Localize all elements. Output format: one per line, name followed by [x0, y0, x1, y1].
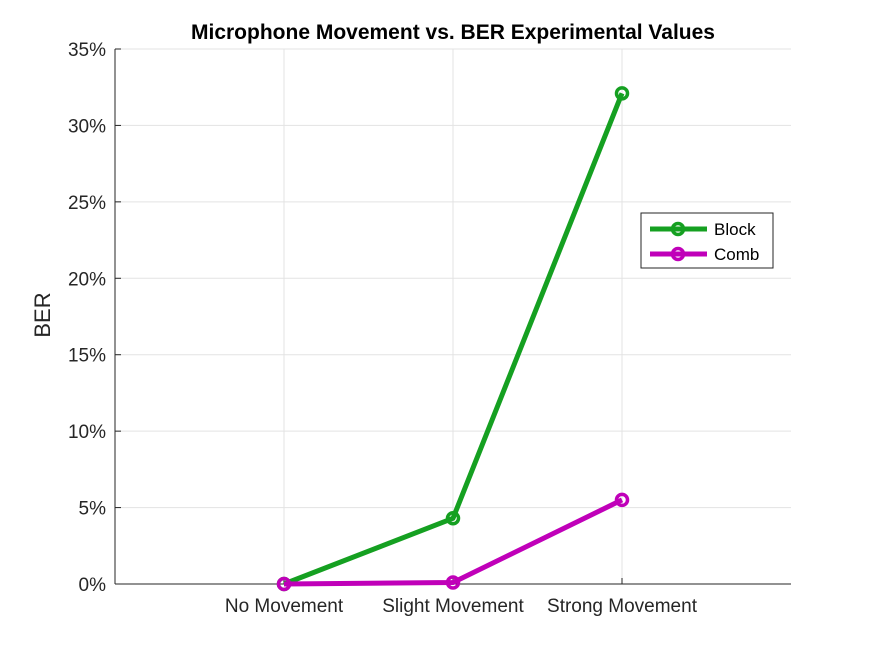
data-point-block: [445, 511, 461, 526]
x-tick-label: Slight Movement: [382, 596, 524, 617]
legend-marker-comb: [670, 246, 686, 262]
grid-lines: [115, 48, 791, 584]
chart-title: Microphone Movement vs. BER Experimental…: [191, 21, 715, 44]
y-tick-label: 15%: [68, 346, 106, 367]
data-point-block: [614, 86, 630, 101]
series-layer: [276, 86, 630, 592]
y-tick-label: 10%: [68, 422, 106, 443]
data-point-comb: [276, 576, 292, 592]
data-point-comb: [445, 575, 461, 590]
y-tick-label: 25%: [68, 193, 106, 214]
y-axis-label: BER: [30, 292, 55, 337]
legend-label-block: Block: [714, 220, 756, 239]
legend-box: [640, 212, 774, 269]
legend-marker-block: [670, 221, 686, 237]
data-point-comb: [614, 492, 630, 508]
y-tick-label: 35%: [68, 40, 106, 61]
series-line-block: [283, 92, 625, 587]
series-line-comb: [283, 497, 624, 587]
x-tick-label: Strong Movement: [547, 596, 698, 617]
y-tick-label: 0%: [79, 575, 107, 596]
legend-label-comb: Comb: [714, 245, 759, 264]
legend: Block Comb: [640, 212, 774, 269]
y-tick-label: 30%: [68, 116, 106, 137]
y-tick-label: 5%: [79, 499, 107, 520]
x-tick-label: No Movement: [225, 596, 344, 617]
y-tick-label: 20%: [68, 269, 106, 290]
tick-labels: 0% 5% 10% 15% 20% 25% 30% 35% No Movement Slight …: [68, 40, 698, 617]
